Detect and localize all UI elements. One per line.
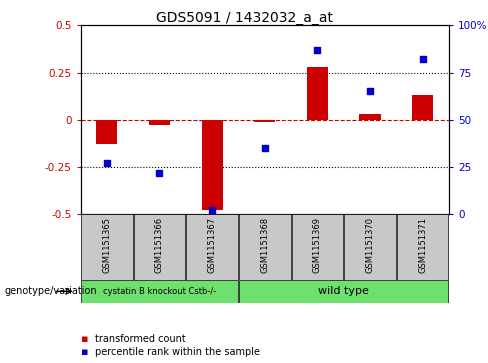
Bar	[239, 214, 290, 280]
Text: percentile rank within the sample: percentile rank within the sample	[95, 347, 260, 357]
Bar	[134, 214, 185, 280]
Bar	[186, 214, 238, 280]
Bar	[254, 120, 275, 122]
Point	[419, 57, 427, 62]
Point	[261, 145, 269, 151]
Text: wild type: wild type	[318, 286, 369, 296]
Bar	[344, 214, 396, 280]
Text: GSM1151366: GSM1151366	[155, 217, 164, 273]
Point	[156, 170, 163, 176]
Point	[313, 47, 321, 53]
Text: GSM1151370: GSM1151370	[366, 217, 374, 273]
Bar	[412, 95, 433, 120]
Text: GSM1151368: GSM1151368	[260, 217, 269, 273]
Text: GSM1151365: GSM1151365	[102, 217, 111, 273]
Bar	[360, 114, 381, 120]
Bar	[81, 214, 133, 280]
Text: transformed count: transformed count	[95, 334, 186, 344]
Bar	[397, 214, 448, 280]
Text: GDS5091 / 1432032_a_at: GDS5091 / 1432032_a_at	[156, 11, 332, 25]
Text: GSM1151371: GSM1151371	[418, 217, 427, 273]
Text: GSM1151369: GSM1151369	[313, 217, 322, 273]
Text: GSM1151367: GSM1151367	[207, 217, 217, 273]
Bar	[149, 120, 170, 126]
Text: genotype/variation: genotype/variation	[5, 286, 98, 296]
Point	[208, 208, 216, 213]
Bar	[239, 280, 448, 303]
Point	[366, 89, 374, 94]
Text: ▪: ▪	[81, 347, 88, 357]
Text: cystatin B knockout Cstb-/-: cystatin B knockout Cstb-/-	[103, 287, 216, 296]
Point	[103, 160, 111, 166]
Bar	[307, 67, 328, 120]
Bar	[96, 120, 118, 144]
Bar	[202, 120, 223, 211]
Text: ▪: ▪	[81, 334, 88, 344]
Bar	[292, 214, 343, 280]
Bar	[81, 280, 238, 303]
